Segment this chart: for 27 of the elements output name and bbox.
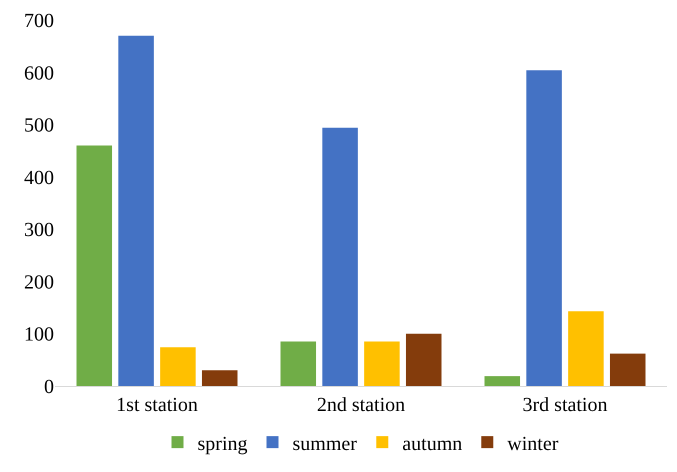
bar xyxy=(568,311,604,386)
x-tick-label: 2nd station xyxy=(316,394,406,416)
bar xyxy=(484,376,520,386)
bar xyxy=(202,370,238,386)
bar xyxy=(610,354,646,386)
bar xyxy=(280,342,316,386)
y-tick-label: 700 xyxy=(24,10,54,32)
y-tick-label: 300 xyxy=(24,219,54,242)
legend-label: winter xyxy=(507,432,559,455)
bar xyxy=(364,342,400,386)
bar xyxy=(406,334,442,386)
x-tick-label: 1st station xyxy=(116,394,198,416)
bar xyxy=(160,347,196,386)
y-tick-label: 500 xyxy=(24,114,54,137)
bar xyxy=(118,36,154,386)
legend-label: spring xyxy=(198,432,248,455)
legend-label: summer xyxy=(292,432,358,455)
legend-label: autumn xyxy=(402,432,462,455)
y-tick-label: 100 xyxy=(24,324,54,346)
y-tick-label: 600 xyxy=(24,62,54,84)
bar xyxy=(526,70,562,386)
y-tick-label: 0 xyxy=(44,376,54,398)
y-tick-label: 200 xyxy=(24,271,54,294)
y-tick-label: 400 xyxy=(24,166,54,189)
x-tick-label: 3rd station xyxy=(522,394,608,416)
bar xyxy=(322,128,358,386)
bar xyxy=(76,145,112,386)
